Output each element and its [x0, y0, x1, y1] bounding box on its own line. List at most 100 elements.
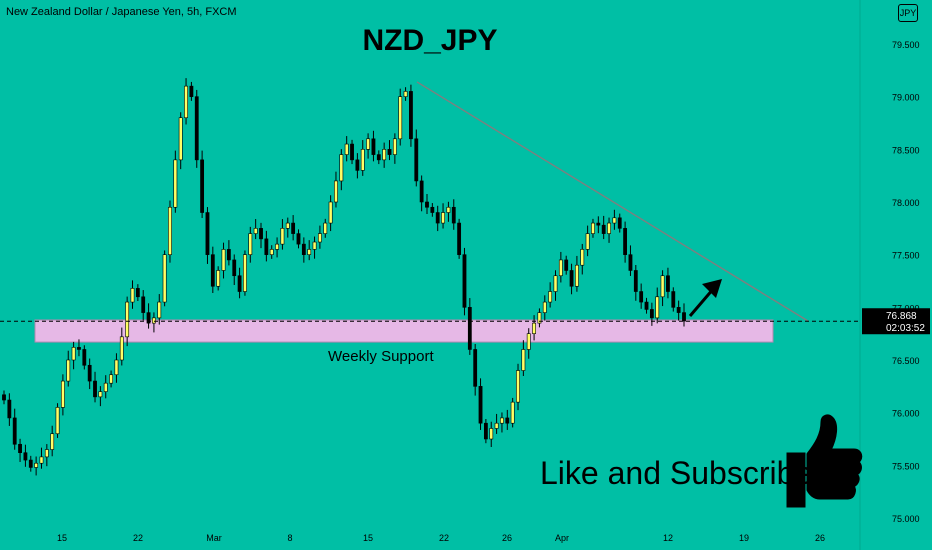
symbol-header: New Zealand Dollar / Japanese Yen, 5h, F… — [6, 6, 237, 18]
candle-body — [71, 347, 76, 361]
candle-body — [446, 206, 451, 213]
candle-body — [548, 291, 553, 303]
candle-body — [494, 422, 499, 429]
candle-body — [392, 138, 397, 155]
candle-body — [564, 259, 569, 271]
candle-body — [210, 254, 215, 287]
x-tick-label: 8 — [287, 533, 292, 543]
candle-body — [18, 443, 22, 453]
candle-body — [500, 417, 504, 424]
candle-body — [569, 270, 574, 287]
candle-body — [403, 91, 408, 97]
candle-body — [205, 212, 210, 255]
candle-body — [537, 312, 542, 324]
currency-badge[interactable]: JPY — [898, 4, 918, 22]
candle-body — [526, 333, 531, 350]
candle-body — [2, 394, 6, 401]
y-tick-label: 78.000 — [892, 198, 920, 208]
candle-body — [7, 399, 12, 419]
candle-body — [226, 249, 231, 261]
x-tick-label: Mar — [206, 533, 222, 543]
candle-body — [580, 249, 585, 266]
candle-body — [591, 222, 595, 234]
candle-body — [441, 212, 445, 224]
candle-body — [77, 347, 81, 350]
candle-body — [521, 349, 526, 371]
candle-body — [623, 228, 628, 255]
candle-body — [617, 217, 622, 229]
candle-body — [232, 259, 237, 277]
candle-body — [317, 233, 322, 243]
candle-body — [676, 307, 681, 313]
candle-body — [473, 349, 478, 387]
candle-body — [371, 138, 376, 155]
candle-body — [682, 312, 686, 322]
candle-body — [103, 382, 108, 392]
candle-body — [285, 222, 290, 229]
like-subscribe-text: Like and Subscribe — [540, 455, 813, 491]
candle-body — [130, 288, 135, 303]
candle-body — [28, 459, 33, 468]
x-tick-label: 26 — [502, 533, 512, 543]
candle-body — [505, 417, 510, 424]
candles-layer — [2, 78, 686, 476]
candle-body — [633, 270, 638, 292]
axes-layer: 79.50079.00078.50078.00077.50077.00076.5… — [57, 0, 920, 550]
candle-body — [376, 154, 381, 161]
candle-body — [553, 275, 558, 292]
candle-body — [168, 206, 172, 255]
thumbs-up-icon — [786, 414, 863, 508]
candle-body — [162, 254, 167, 303]
candle-body — [264, 238, 269, 255]
candle-body — [323, 222, 328, 234]
last-price-label: 76.868 — [886, 311, 917, 322]
candle-body — [339, 154, 344, 182]
countdown-label: 02:03:52 — [886, 323, 925, 334]
candle-body — [146, 312, 151, 324]
candle-body — [666, 275, 670, 292]
y-tick-label: 76.000 — [892, 409, 920, 419]
candle-body — [312, 241, 317, 250]
candle-body — [50, 433, 55, 450]
candle-body — [419, 180, 424, 203]
candle-body — [489, 428, 494, 440]
candle-body — [542, 301, 547, 313]
x-tick-label: 19 — [739, 533, 749, 543]
candle-body — [291, 222, 296, 234]
x-tick-label: 26 — [815, 533, 825, 543]
candle-body — [60, 380, 65, 408]
y-tick-label: 79.000 — [892, 93, 920, 103]
candle-body — [628, 254, 633, 271]
price-label-box — [862, 308, 930, 335]
candle-body — [457, 222, 462, 255]
candle-body — [173, 159, 178, 208]
candle-body — [355, 159, 360, 171]
descending-trendline — [416, 81, 809, 322]
candle-body — [194, 96, 199, 161]
candle-body — [660, 275, 665, 298]
candle-body — [425, 201, 429, 208]
support-zone-rect — [34, 319, 774, 343]
candle-body — [398, 96, 403, 140]
candle-body — [435, 212, 440, 224]
candle-body — [114, 359, 119, 376]
candle-body — [382, 149, 387, 161]
candle-body — [280, 228, 285, 245]
support-zone-label: Weekly Support — [328, 348, 434, 365]
y-tick-label: 78.500 — [892, 145, 920, 155]
candle-body — [275, 243, 279, 250]
candle-body — [478, 386, 483, 424]
candle-body — [243, 254, 247, 292]
candle-body — [141, 296, 146, 313]
candle-body — [23, 452, 28, 461]
candle-body — [671, 291, 676, 308]
candle-body — [98, 391, 103, 398]
candle-body — [644, 301, 649, 310]
candle-body — [516, 370, 520, 403]
candle-body — [157, 301, 162, 319]
y-tick-label: 75.500 — [892, 461, 920, 471]
candle-body — [221, 249, 226, 271]
x-tick-label: 15 — [57, 533, 67, 543]
